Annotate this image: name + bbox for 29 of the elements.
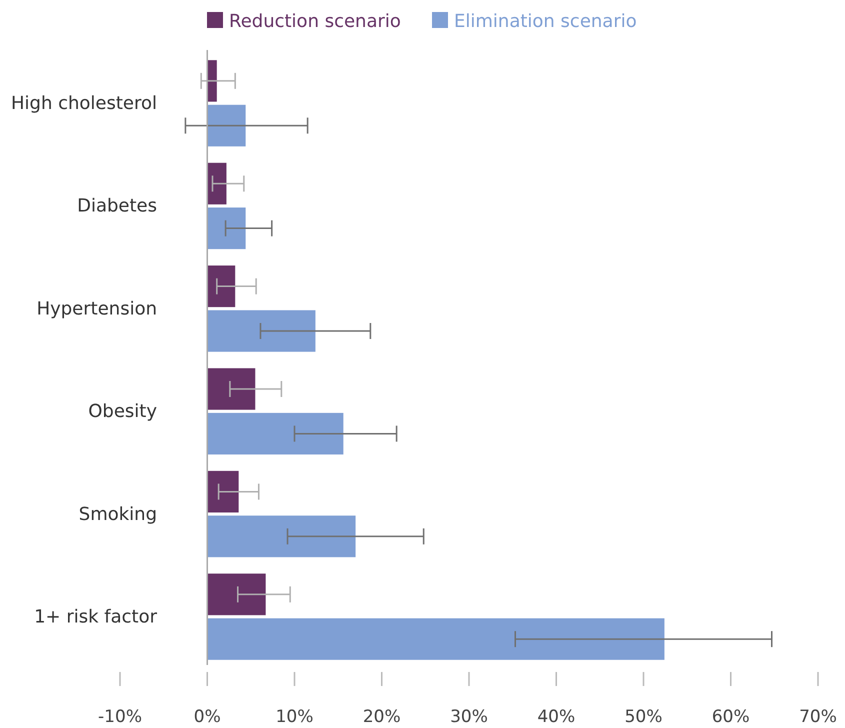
bar <box>207 104 246 146</box>
y-tick-label: Smoking <box>78 504 157 525</box>
legend-label: Elimination scenario <box>454 11 637 32</box>
x-tick-label: 0% <box>194 707 221 728</box>
legend-label: Reduction scenario <box>229 11 401 32</box>
x-tick-label: 10% <box>276 707 314 728</box>
bar <box>207 60 217 102</box>
x-tick-label: 70% <box>799 707 837 728</box>
x-tick-label: 50% <box>624 707 662 728</box>
bar <box>207 412 344 454</box>
x-tick-label: 40% <box>537 707 576 728</box>
bar <box>207 266 236 308</box>
bar <box>207 310 316 352</box>
y-tick-label: 1+ risk factor <box>34 606 158 628</box>
bar <box>207 470 239 512</box>
bar <box>207 618 664 660</box>
x-tick-label: 30% <box>450 707 488 728</box>
y-tick-label: Obesity <box>88 401 158 422</box>
y-tick-label: Diabetes <box>77 196 157 217</box>
y-tick-label: High cholesterol <box>10 93 157 114</box>
x-tick-label: 20% <box>362 707 401 728</box>
bar <box>207 208 246 250</box>
bar <box>207 368 256 410</box>
bar <box>207 162 226 204</box>
x-tick-label: 60% <box>712 707 750 728</box>
bar <box>207 574 266 616</box>
bar <box>207 516 356 558</box>
x-tick-label: -10% <box>98 707 142 728</box>
y-tick-label: Hypertension <box>36 298 157 320</box>
